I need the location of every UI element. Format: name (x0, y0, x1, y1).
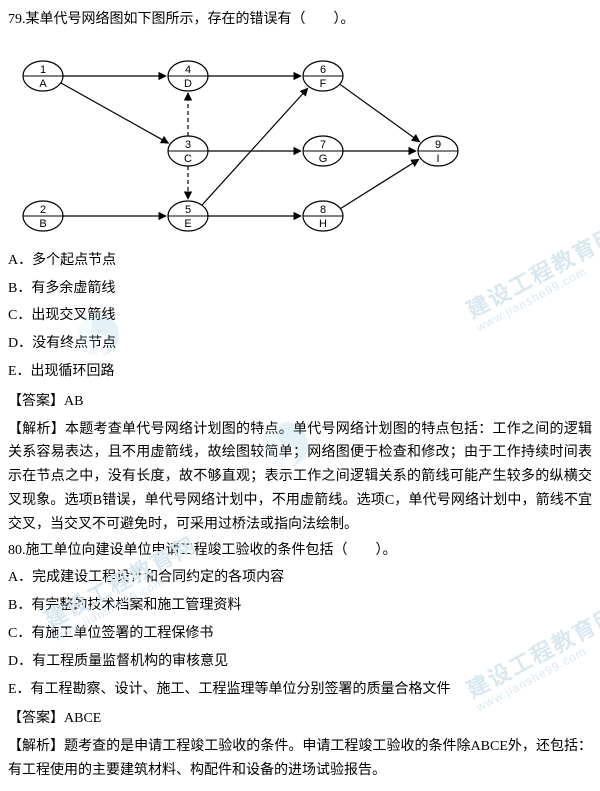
answer-value: AB (64, 394, 83, 409)
svg-text:E: E (184, 218, 191, 230)
q79-option-c: C．出现交叉箭线 (8, 304, 592, 328)
svg-text:B: B (39, 218, 46, 230)
analysis-label: 【解析】 (8, 422, 65, 437)
q80-option-b: B．有完整的技术档案和施工管理资料 (8, 594, 592, 618)
svg-text:I: I (436, 153, 439, 165)
analysis-text: 本题考查单代号网络计划图的特点。单代号网络计划图的特点包括：工作之间的逻辑关系容… (8, 422, 592, 532)
q79-analysis: 【解析】本题考查单代号网络计划图的特点。单代号网络计划图的特点包括：工作之间的逻… (8, 418, 592, 537)
svg-text:8: 8 (320, 204, 326, 216)
svg-text:D: D (184, 78, 192, 90)
svg-text:4: 4 (185, 64, 191, 76)
q80-analysis: 【解析】题考查的是申请工程竣工验收的条件。申请工程竣工验收的条件除ABCE外，还… (8, 735, 592, 783)
svg-text:9: 9 (435, 139, 441, 151)
q79-option-b: B．有多余虚箭线 (8, 277, 592, 301)
q79-option-e: E．出现循环回路 (8, 360, 592, 384)
analysis-text: 题考查的是申请工程竣工验收的条件。申请工程竣工验收的条件除ABCE外，还包括：有… (8, 739, 592, 778)
q79-stem: 79.某单代号网络图如下图所示，存在的错误有（ ）。 (8, 8, 592, 32)
q79-option-a: A．多个起点节点 (8, 249, 592, 273)
svg-text:2: 2 (40, 204, 46, 216)
svg-text:5: 5 (185, 204, 191, 216)
answer-label: 【答案】 (8, 394, 64, 409)
svg-text:3: 3 (185, 139, 191, 151)
q79-option-d: D．没有终点节点 (8, 332, 592, 356)
svg-text:6: 6 (320, 64, 326, 76)
q80-option-c: C．有施工单位签署的工程保修书 (8, 622, 592, 646)
svg-text:F: F (320, 78, 327, 90)
q80-option-d: D．有工程质量监督机构的审核意见 (8, 650, 592, 674)
network-diagram: 1 A 2 B 3 C 4 D 5 E 6 F 7 G 8 H 9 I (8, 36, 592, 241)
svg-text:C: C (184, 153, 192, 165)
answer-value: ABCE (64, 711, 101, 726)
svg-text:7: 7 (320, 139, 326, 151)
q80-answer: 【答案】ABCE (8, 707, 592, 731)
q80-option-a: A．完成建设工程设计和合同约定的各项内容 (8, 566, 592, 590)
svg-text:G: G (319, 153, 328, 165)
answer-label: 【答案】 (8, 711, 64, 726)
q79-answer: 【答案】AB (8, 390, 592, 414)
q80-option-e: E．有工程勘察、设计、施工、工程监理等单位分别签署的质量合格文件 (8, 678, 592, 702)
q80-stem: 80.施工单位向建设单位申请工程竣工验收的条件包括（ ）。 (8, 539, 592, 563)
svg-text:A: A (39, 78, 47, 90)
svg-text:1: 1 (40, 64, 46, 76)
analysis-label: 【解析】 (8, 739, 64, 754)
svg-text:H: H (319, 218, 327, 230)
